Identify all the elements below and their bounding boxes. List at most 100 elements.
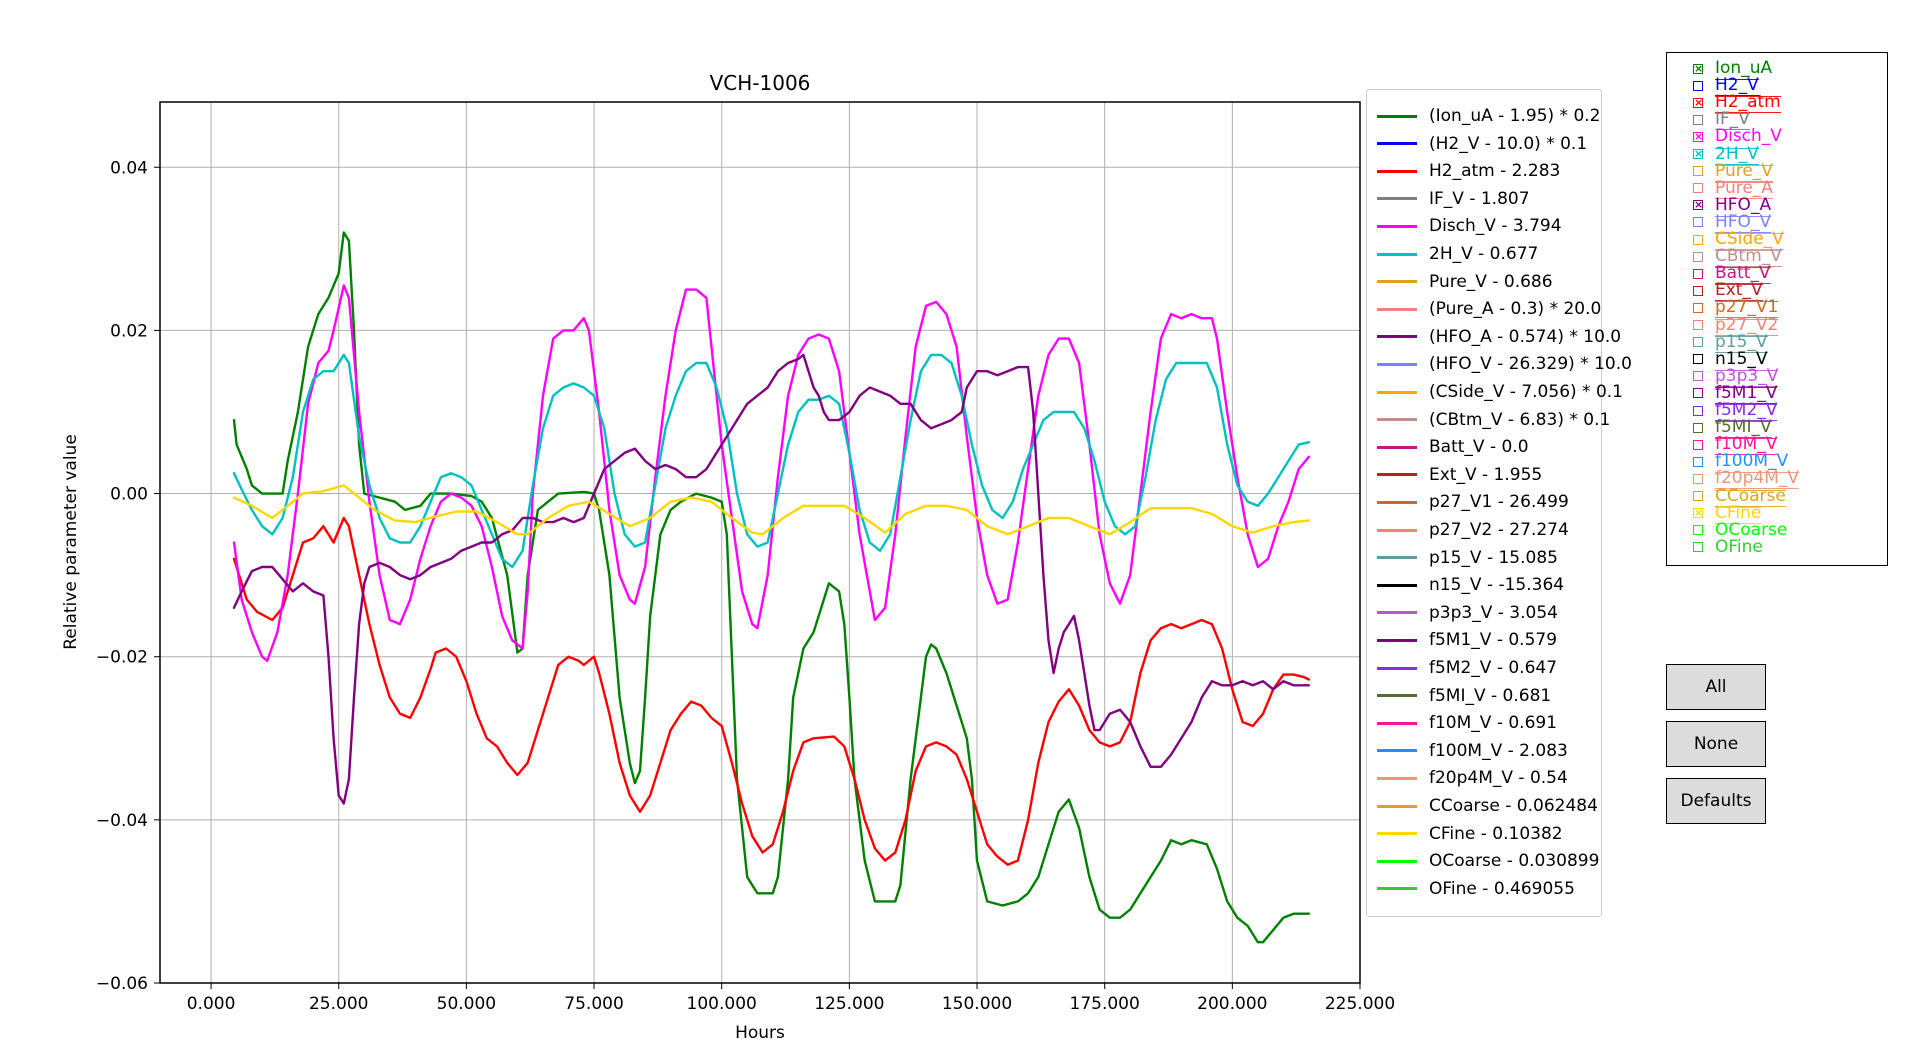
- checkbox-unchecked-icon[interactable]: [1693, 388, 1703, 399]
- checkbox-unchecked-icon[interactable]: [1693, 80, 1703, 91]
- checkbox-unchecked-icon[interactable]: [1693, 183, 1703, 194]
- checkbox-checked-icon[interactable]: ×: [1693, 147, 1704, 160]
- legend-swatch: [1377, 804, 1417, 808]
- checkbox-checked-icon[interactable]: ×: [1693, 61, 1704, 75]
- series-line: [232, 353, 1311, 805]
- grid-lines: [160, 102, 1361, 984]
- series-checkbox[interactable]: Pure_A: [1693, 179, 1773, 199]
- legend-swatch: [1377, 721, 1417, 725]
- legend-entry: 2H_V - 0.677: [1377, 242, 1538, 266]
- series-checkbox[interactable]: × CFine: [1693, 504, 1762, 524]
- x-tick-label: 0.000: [187, 994, 236, 1014]
- series-checkbox-label: p3p3_V: [1715, 365, 1779, 387]
- checkbox-checked-icon[interactable]: ×: [1693, 198, 1704, 212]
- series-checkbox[interactable]: f10M_V: [1693, 436, 1778, 456]
- series-checkbox[interactable]: × H2_atm: [1693, 92, 1781, 114]
- series-checkbox[interactable]: Pure_V: [1693, 162, 1773, 182]
- legend-swatch: [1377, 197, 1417, 201]
- series-checkbox-label: IF_V: [1715, 109, 1750, 131]
- series-checkbox[interactable]: f5M2_V: [1693, 400, 1778, 421]
- axes-frame: [159, 101, 1361, 984]
- series-checkbox[interactable]: H2_V: [1693, 77, 1759, 97]
- series-checkbox[interactable]: p15_V: [1693, 333, 1768, 353]
- series-checkbox[interactable]: CCoarse: [1693, 485, 1786, 507]
- checkbox-unchecked-icon[interactable]: [1693, 525, 1703, 536]
- checkbox-unchecked-icon[interactable]: [1693, 251, 1703, 262]
- legend-label: (CSide_V - 7.056) * 0.1: [1429, 382, 1623, 402]
- series-checkbox[interactable]: HFO_V: [1693, 213, 1772, 233]
- x-axis-ticks: 0.000 25.000 50.000 75.000 100.000 125.000 150…: [187, 983, 1395, 1014]
- series-checkbox[interactable]: f5MI_V: [1693, 419, 1772, 439]
- checkbox-checked-icon[interactable]: ×: [1693, 506, 1704, 520]
- series-checkbox[interactable]: CBtm_V: [1693, 248, 1782, 268]
- series-checkbox[interactable]: Ext_V: [1693, 282, 1763, 302]
- legend-label: p15_V - 15.085: [1429, 547, 1558, 568]
- checkbox-checked-icon[interactable]: ×: [1693, 95, 1704, 109]
- legend-entry: p15_V - 15.085: [1377, 546, 1558, 570]
- checkbox-unchecked-icon[interactable]: [1693, 491, 1703, 501]
- checkbox-unchecked-icon[interactable]: [1693, 234, 1703, 245]
- legend-swatch: [1377, 694, 1417, 698]
- checkbox-unchecked-icon[interactable]: [1693, 217, 1703, 228]
- legend-swatch: [1377, 362, 1417, 366]
- checkbox-unchecked-icon[interactable]: [1693, 422, 1703, 433]
- checkbox-unchecked-icon[interactable]: [1693, 337, 1703, 348]
- series-line: [232, 231, 1311, 944]
- checkbox-unchecked-icon[interactable]: [1693, 439, 1703, 450]
- legend-swatch: [1377, 666, 1417, 670]
- checkbox-unchecked-icon[interactable]: [1693, 320, 1703, 330]
- checkbox-unchecked-icon[interactable]: [1693, 114, 1703, 125]
- legend-entry: p3p3_V - 3.054: [1377, 601, 1558, 625]
- checkbox-unchecked-icon[interactable]: [1693, 302, 1703, 313]
- series-line: [232, 353, 1311, 569]
- y-tick-label: 0.02: [110, 321, 148, 341]
- checkbox-unchecked-icon[interactable]: [1693, 405, 1703, 416]
- series-checkbox[interactable]: f20p4M_V: [1693, 470, 1800, 490]
- checkbox-unchecked-icon[interactable]: [1693, 371, 1703, 382]
- checkbox-unchecked-icon[interactable]: [1693, 268, 1703, 279]
- series-checkbox[interactable]: IF_V: [1693, 109, 1750, 131]
- series-checkbox-label: H2_atm: [1715, 92, 1781, 114]
- legend-swatch: [1377, 776, 1417, 780]
- defaults-button[interactable]: Defaults: [1666, 778, 1766, 824]
- series-checkbox[interactable]: CSide_V: [1693, 231, 1784, 250]
- checkbox-unchecked-icon[interactable]: [1693, 473, 1703, 484]
- legend-label: OCoarse - 0.030899: [1429, 851, 1600, 872]
- series-checkbox-label: 2H_V: [1715, 143, 1759, 165]
- legend-swatch: [1377, 749, 1417, 753]
- series-checkbox-label: f5M2_V: [1715, 400, 1778, 421]
- series-checkbox[interactable]: f5M1_V: [1693, 384, 1778, 404]
- series-checkbox[interactable]: f100M_V: [1693, 453, 1788, 470]
- legend-swatch: [1377, 280, 1417, 284]
- checkbox-unchecked-icon[interactable]: [1693, 285, 1703, 296]
- checkbox-checked-icon[interactable]: ×: [1693, 129, 1704, 143]
- y-axis-label: Relative parameter value: [61, 434, 81, 650]
- legend-entry: CCoarse - 0.062484: [1377, 794, 1598, 818]
- chart-legend: (Ion_uA - 1.95) * 0.2 (H2_V - 10.0) * 0.1…: [1366, 89, 1632, 917]
- legend-label: H2_atm - 2.283: [1429, 161, 1561, 182]
- series-checkbox[interactable]: × HFO_A: [1693, 196, 1771, 214]
- legend-entry: f5M1_V - 0.579: [1377, 628, 1557, 652]
- series-checkbox[interactable]: n15_V: [1693, 348, 1768, 369]
- legend-entry: IF_V - 1.807: [1377, 187, 1530, 211]
- series-checkbox-label: CCoarse: [1715, 485, 1786, 507]
- series-checkbox[interactable]: × Ion_uA: [1693, 60, 1772, 77]
- series-checkbox[interactable]: OFine: [1693, 538, 1763, 556]
- checkbox-unchecked-icon[interactable]: [1693, 354, 1703, 365]
- series-checkbox[interactable]: × 2H_V: [1693, 143, 1759, 165]
- checkbox-unchecked-icon[interactable]: [1693, 542, 1703, 553]
- series-checkbox[interactable]: p27_V1: [1693, 299, 1779, 319]
- series-checkbox-label: Disch_V: [1715, 126, 1782, 147]
- checkbox-unchecked-icon[interactable]: [1693, 456, 1703, 467]
- checkbox-unchecked-icon[interactable]: [1693, 166, 1703, 177]
- y-tick-label: −0.02: [96, 648, 148, 668]
- series-checkbox[interactable]: × Disch_V: [1693, 128, 1782, 145]
- none-button[interactable]: None: [1666, 721, 1766, 767]
- all-button[interactable]: All: [1666, 664, 1766, 710]
- series-checkbox[interactable]: OCoarse: [1693, 521, 1787, 539]
- series-checkbox[interactable]: p27_V2: [1693, 316, 1779, 336]
- series-checkbox[interactable]: p3p3_V: [1693, 365, 1779, 387]
- series-checkbox-label: n15_V: [1715, 348, 1768, 369]
- series-checkbox[interactable]: Batt_V: [1693, 265, 1771, 285]
